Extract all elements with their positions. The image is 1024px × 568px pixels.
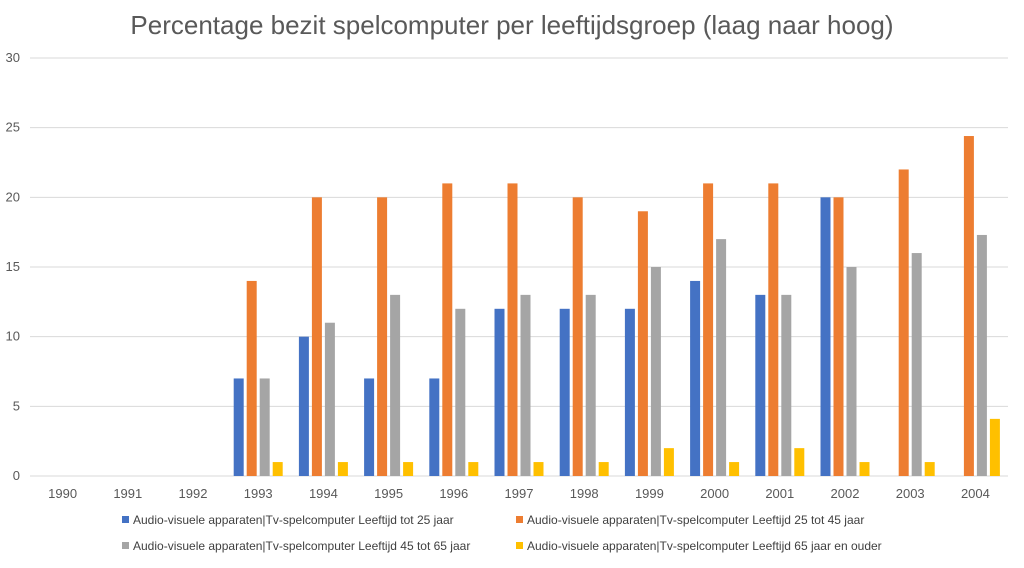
bar [703,183,714,476]
bar [272,462,283,476]
legend-label: Audio-visuele apparaten|Tv-spelcomputer … [527,539,882,553]
y-tick-label: 25 [6,120,20,135]
bar [663,448,674,476]
bar [755,294,766,476]
legend-swatch [516,516,523,523]
bar [846,267,857,476]
bar [650,267,661,476]
bar [494,308,505,476]
legend-label: Audio-visuele apparaten|Tv-spelcomputer … [133,513,454,527]
bar [337,462,348,476]
bar [820,197,831,477]
x-tick-label: 1999 [635,486,664,501]
legend: Audio-visuele apparaten|Tv-spelcomputer … [122,513,882,553]
bar [390,294,401,476]
legend-swatch [122,516,129,523]
legend-swatch [516,542,523,549]
bar [442,183,453,476]
legend-swatch [122,542,129,549]
x-tick-label: 2003 [896,486,925,501]
y-tick-label: 15 [6,259,20,274]
bar [364,378,375,476]
y-tick-label: 20 [6,189,20,204]
bar [598,462,609,476]
bar [324,322,335,476]
bars [233,136,1000,477]
bar [377,197,388,477]
bar [898,169,909,476]
bar [246,280,257,476]
x-tick-label: 2001 [765,486,794,501]
bar [259,378,270,476]
x-tick-label: 1991 [113,486,142,501]
bar [794,448,805,476]
y-tick-label: 0 [13,468,20,483]
bar [833,197,844,477]
chart-title: Percentage bezit spelcomputer per leefti… [130,10,893,40]
x-tick-label: 1990 [48,486,77,501]
x-tick-label: 1992 [179,486,208,501]
bar [533,462,544,476]
bar [403,462,414,476]
bar [572,197,583,477]
bar [911,253,922,476]
bar [963,136,974,476]
bar [559,308,570,476]
x-tick-label: 2004 [961,486,990,501]
bar [924,462,935,476]
gridlines [30,57,1008,477]
x-tick-label: 1998 [570,486,599,501]
bar [989,418,1000,476]
x-tick-label: 1994 [309,486,338,501]
bar [859,462,870,476]
y-tick-label: 5 [13,398,20,413]
x-tick-label: 2002 [831,486,860,501]
bar [311,197,322,477]
x-tick-label: 1993 [244,486,273,501]
y-axis: 0 5 10 15 20 25 30 [6,50,20,483]
x-axis: 1990 1991 1992 1993 1994 1995 1996 1997 1998 1999… [48,486,990,501]
bar [298,336,309,476]
bar [507,183,518,476]
bar [976,234,987,476]
bar [624,308,635,476]
y-tick-label: 30 [6,50,20,65]
bar [729,462,740,476]
legend-label: Audio-visuele apparaten|Tv-spelcomputer … [527,513,864,527]
bar [455,308,466,476]
bar [781,294,792,476]
bar [637,211,648,476]
bar [716,239,727,476]
y-tick-label: 10 [6,329,20,344]
bar [690,280,701,476]
x-tick-label: 1996 [439,486,468,501]
bar [520,294,531,476]
bar [429,378,440,476]
legend-label: Audio-visuele apparaten|Tv-spelcomputer … [133,539,470,553]
bar [468,462,479,476]
x-tick-label: 2000 [700,486,729,501]
bar [585,294,596,476]
x-tick-label: 1995 [374,486,403,501]
x-tick-label: 1997 [505,486,534,501]
bar [768,183,779,476]
bar [233,378,244,476]
